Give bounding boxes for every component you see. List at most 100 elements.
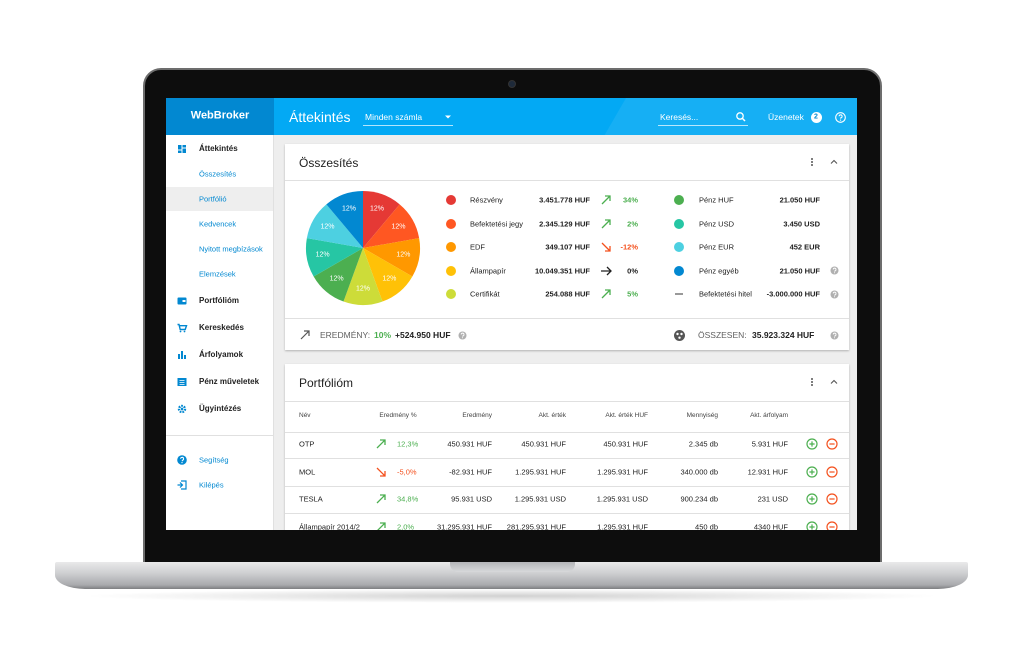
add-button[interactable]	[806, 466, 818, 478]
add-button-part	[806, 466, 818, 478]
help-icon-part	[833, 336, 835, 338]
nav-item[interactable]: Árfolyamok	[199, 350, 244, 359]
total-icon-part	[675, 332, 679, 335]
nav-icon	[177, 323, 188, 333]
nav-item[interactable]: Áttekintés	[199, 144, 238, 153]
pie-slice	[306, 204, 363, 248]
pie-slice	[343, 248, 383, 305]
legend-dot-part	[674, 195, 684, 205]
column-header: Akt. árfolyam	[750, 411, 788, 419]
trend-arrow	[601, 218, 611, 228]
card-divider	[285, 401, 849, 402]
total-icon-part	[679, 332, 683, 335]
trend-arrow	[601, 289, 611, 299]
asset-value: 254.088 HUF	[545, 289, 590, 299]
total-label: ÖSSZESEN:	[698, 329, 747, 340]
total-value: 35.923.324 HUF	[752, 329, 815, 340]
remove-button-part	[826, 438, 838, 450]
add-button-part	[806, 521, 818, 530]
trend-arrow	[601, 195, 611, 205]
nav-icon-part	[184, 355, 186, 359]
cash-value: 3.450 USD	[783, 218, 820, 228]
cell-pct: 34,8%	[397, 494, 419, 504]
cell-pct: -5,0%	[397, 466, 417, 476]
nav-item[interactable]: Ügyintézés	[199, 404, 242, 413]
add-button[interactable]	[806, 521, 818, 530]
add-button-part	[806, 493, 818, 505]
cell: 95.931 USD	[451, 494, 492, 504]
add-button-part	[809, 496, 815, 502]
help-icon[interactable]	[830, 266, 839, 275]
pie-label: 12%	[396, 251, 411, 259]
remove-button[interactable]	[826, 493, 838, 505]
collapse-button[interactable]	[830, 159, 838, 165]
account-filter[interactable]: Minden számla	[365, 111, 423, 122]
laptop-shadow	[80, 589, 943, 603]
nav-icon-part	[182, 148, 186, 153]
page-title: Áttekintés	[289, 109, 351, 125]
help-icon[interactable]	[458, 331, 467, 340]
result-value: +524.950 HUF	[395, 329, 451, 340]
dropdown-caret-part	[445, 115, 451, 119]
trend-arrow-part	[601, 266, 612, 275]
nav-icon-part	[177, 323, 188, 331]
cell: 31.295.931 HUF	[436, 522, 492, 530]
nav-footer-item[interactable]: Segítség	[199, 455, 229, 465]
help-button[interactable]	[834, 111, 846, 123]
search-underline	[658, 125, 748, 126]
remove-button[interactable]	[826, 438, 838, 450]
nav-icon-part	[178, 150, 182, 153]
trend-arrow-part	[376, 439, 386, 449]
cash-value: -3.000.000 HUF	[766, 289, 820, 299]
nav-footer-item[interactable]: Kilépés	[199, 480, 224, 490]
nav-icon-part	[177, 482, 184, 488]
menu-button-part	[811, 384, 813, 386]
nav-item[interactable]: Portfólióm	[199, 296, 239, 305]
nav-subitem[interactable]: Elemzések	[199, 269, 236, 279]
legend-dot	[446, 265, 456, 276]
cell: -82.931 HUF	[449, 466, 492, 476]
add-button-part	[809, 441, 815, 447]
menu-button[interactable]	[809, 157, 815, 167]
nav-subitem[interactable]: Portfólió	[199, 194, 227, 204]
remove-button[interactable]	[826, 466, 838, 478]
menu-button[interactable]	[809, 377, 815, 387]
nav-subitem[interactable]: Összesítés	[199, 169, 237, 179]
help-icon[interactable]	[830, 331, 839, 340]
cell: 5.931 HUF	[751, 439, 788, 449]
nav-subitem[interactable]: Kedvencek	[199, 219, 237, 229]
legend-dot	[446, 242, 456, 252]
add-button[interactable]	[806, 438, 818, 450]
trend-arrow-part	[601, 242, 611, 252]
nav-icon	[177, 480, 187, 490]
portfolio-card: Portfólióm Név Eredmény % Eredmény Akt. érté…	[285, 364, 849, 530]
pie-slice	[306, 238, 363, 277]
nav-item[interactable]: Kereskedés	[199, 323, 244, 332]
search-icon[interactable]	[736, 112, 746, 122]
cash-value: 21.050 HUF	[779, 265, 820, 275]
nav-subitem[interactable]: Nyitott megbízások	[199, 244, 263, 254]
nav-icon	[178, 145, 186, 153]
help-button-part	[838, 113, 843, 119]
nav-icon-part	[181, 480, 187, 490]
pie-slice	[363, 204, 420, 248]
pie-slice	[363, 191, 400, 248]
asset-change: 0%	[627, 265, 638, 275]
camera	[508, 80, 516, 88]
add-button[interactable]	[806, 493, 818, 505]
pie-chart	[306, 191, 420, 305]
pie-label: 12%	[341, 205, 356, 213]
column-header: Név	[299, 411, 311, 419]
collapse-button[interactable]	[830, 379, 838, 385]
search-input[interactable]: Keresés...	[660, 111, 699, 122]
result-pct: 10%	[374, 329, 392, 340]
total-icon	[673, 329, 685, 341]
menu-button-part	[811, 158, 813, 160]
nav-item[interactable]: Pénz műveletek	[199, 377, 260, 386]
collapse-button-part	[830, 159, 838, 164]
cell-name: OTP	[299, 439, 315, 449]
help-icon[interactable]	[830, 290, 839, 299]
dropdown-caret[interactable]	[445, 115, 451, 119]
remove-button[interactable]	[826, 521, 838, 530]
messages-link[interactable]: Üzenetek	[768, 111, 804, 122]
